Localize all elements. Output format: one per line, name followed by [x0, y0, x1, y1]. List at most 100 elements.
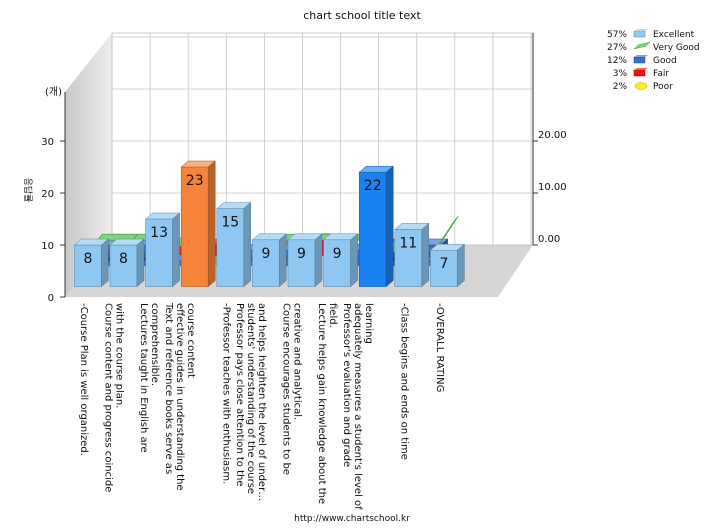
bar: 23 — [180, 160, 216, 288]
bar-front — [287, 239, 316, 287]
legend-item-poor: 2% Poor — [613, 82, 673, 92]
bar-front — [358, 171, 387, 287]
legend-percent: 27% — [607, 43, 627, 53]
category-label-line: Professor pays close attention to the — [234, 303, 245, 487]
legend-swatch — [633, 30, 646, 38]
category-label-line: Course content and progress coincide — [103, 303, 114, 492]
bar-value-label: 8 — [83, 251, 92, 267]
right-tick-label: 10.00 — [538, 182, 567, 193]
category-label-line: course content — [185, 303, 196, 378]
left-axis: 0 10 20 30 — [41, 92, 66, 304]
legend-percent: 3% — [613, 69, 628, 79]
category-label-line: field. — [327, 303, 338, 328]
bar-value-label: 11 — [399, 235, 417, 251]
bar: 15 — [216, 202, 252, 288]
legend-swatch — [633, 56, 646, 64]
legend: 57% Excellent 27% Very Good 12% Good 3% Fair 2% P… — [607, 29, 700, 92]
legend-label: Excellent — [653, 30, 695, 40]
bar: 9 — [322, 233, 359, 288]
bar-value-label: 9 — [261, 246, 270, 262]
legend-percent: 2% — [613, 82, 628, 92]
category-label: Professor's evaluation and grade adequate… — [341, 303, 374, 510]
category-label: Lectures taught in English are comprehens… — [138, 303, 160, 453]
y-unit-label: (개) — [45, 86, 62, 98]
bar: 8 — [73, 238, 110, 288]
bar: 9 — [251, 233, 288, 288]
legend-swatch — [634, 82, 648, 90]
right-tick-label: 20.00 — [538, 130, 567, 141]
category-label-line: with the course plan. — [114, 303, 125, 408]
category-label-line: -Course Plan is well organized. — [78, 303, 89, 456]
category-label-line: -Professor teaches with enthusiasm. — [220, 303, 231, 484]
bar-front — [145, 218, 173, 287]
bar: 8 — [109, 238, 145, 288]
bar-front — [430, 249, 458, 287]
bar-side — [172, 212, 180, 288]
bar: 11 — [394, 222, 430, 288]
category-label-line: learning — [363, 303, 374, 344]
category-label: -Course Plan is well organized. — [78, 303, 89, 456]
legend-swatch — [633, 41, 651, 50]
category-label: -Class begins and ends on time — [398, 303, 409, 460]
legend-label: Good — [653, 56, 677, 66]
chart-title: chart school title text — [303, 9, 421, 22]
category-label: Course encourages students to be creative… — [281, 303, 303, 475]
bar-value-label: 8 — [119, 251, 128, 267]
bar-side — [385, 165, 394, 288]
bar-side — [457, 243, 465, 288]
legend-label: Poor — [653, 82, 673, 92]
legend-percent: 12% — [607, 56, 627, 66]
category-label: Lecture helps gain knowledge about the fi… — [316, 303, 338, 504]
bar-side — [279, 233, 287, 288]
category-label-line: comprehensible. — [149, 303, 160, 386]
category-label-line: -OVERALL RATING — [434, 303, 445, 392]
left-tick-label: 30 — [41, 137, 54, 148]
bar-value-label: 15 — [221, 215, 239, 231]
bar-side — [243, 202, 252, 288]
category-label-line: Professor's evaluation and grade — [341, 303, 352, 467]
bar-side — [136, 238, 145, 288]
legend-label: Fair — [653, 69, 669, 79]
category-label-line: effective guides in understanding the — [174, 303, 185, 491]
bar-value-label: 23 — [186, 173, 204, 189]
bar-value-label: 9 — [333, 246, 342, 262]
legend-swatch-top — [634, 29, 648, 31]
legend-item-good: 12% Good — [607, 55, 677, 66]
category-label-line: creative and analytical. — [292, 303, 303, 420]
bar: 7 — [429, 243, 466, 288]
legend-item-very-good: 27% Very Good — [607, 41, 700, 53]
category-label-line: Lecture helps gain knowledge about the — [316, 303, 327, 504]
category-label-line: students' understanding of the course — [245, 303, 256, 494]
legend-label: Very Good — [653, 43, 700, 53]
left-tick-label: 0 — [48, 293, 54, 304]
bar-front — [109, 244, 138, 287]
category-labels: -Course Plan is well organized. Course co… — [78, 302, 445, 510]
bar: 22 — [358, 165, 394, 288]
right-tick-label: 0.00 — [538, 234, 560, 245]
category-label-line: Lectures taught in English are — [138, 303, 149, 453]
y-axis-title: 응답률 — [22, 178, 34, 203]
category-label-line: -Class begins and ends on time — [398, 303, 409, 460]
category-label-line: Course encourages students to be — [281, 303, 292, 475]
left-side-wall — [65, 33, 112, 297]
bar-side — [207, 160, 216, 288]
legend-swatch-top — [634, 68, 648, 70]
footer-url: http://www.chartschool.kr — [294, 514, 410, 524]
category-label-line: Text and reference books serve as — [163, 302, 174, 474]
left-tick-label: 20 — [41, 189, 54, 200]
legend-item-excellent: 57% Excellent — [607, 29, 695, 40]
category-label: Text and reference books serve as effecti… — [163, 302, 196, 491]
bar: 13 — [144, 212, 181, 288]
category-label: -Professor teaches with enthusiasm. — [220, 303, 231, 484]
bar-front — [180, 166, 209, 287]
bar-side — [350, 233, 358, 288]
category-label: Course content and progress coincide with… — [103, 303, 125, 492]
bar-front — [74, 244, 102, 287]
bar-side — [101, 238, 109, 288]
series-excellent: 8 8 13 23 15 9 9 9 22 11 7 — [73, 160, 466, 288]
bar-side — [314, 233, 323, 288]
series-area: 441333448813231599922117 — [73, 160, 466, 288]
category-label-line: and helps heighten the level of under… — [256, 303, 267, 501]
bar-value-label: 7 — [439, 256, 448, 272]
